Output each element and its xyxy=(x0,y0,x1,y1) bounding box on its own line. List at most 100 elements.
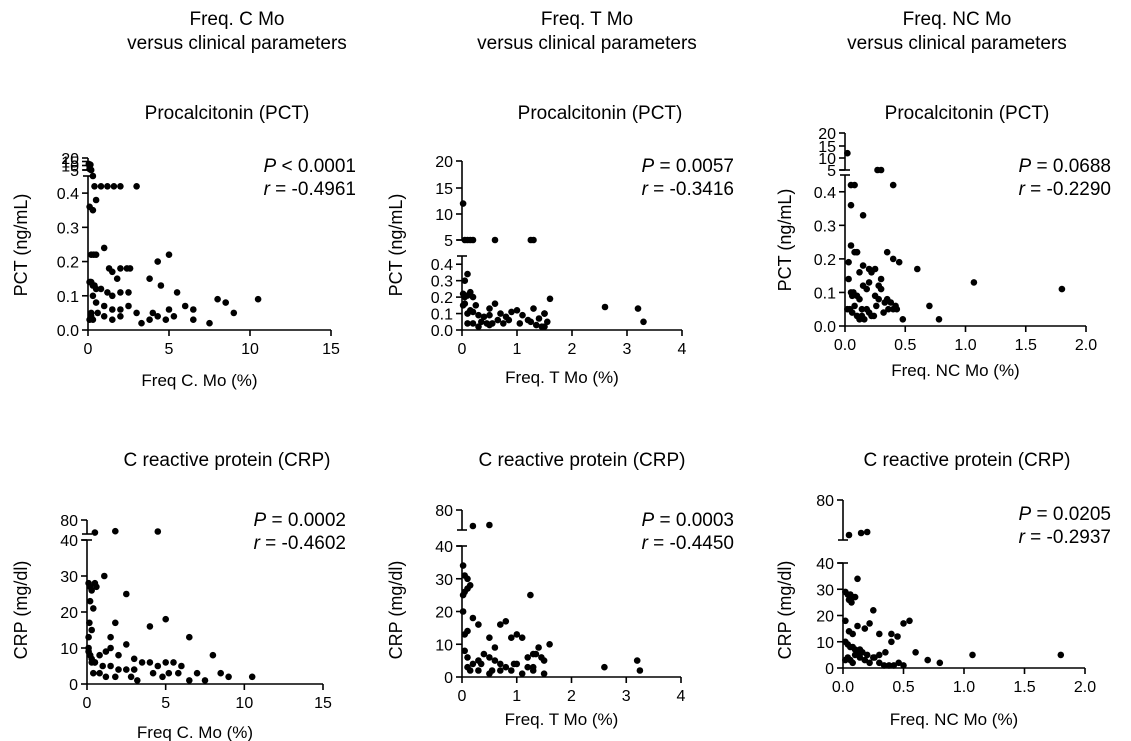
data-point xyxy=(868,269,875,276)
data-point xyxy=(529,667,537,674)
y-tick-label: 5 xyxy=(444,233,453,250)
data-point xyxy=(859,262,867,269)
data-point xyxy=(88,626,95,634)
data-point xyxy=(138,319,145,327)
data-point xyxy=(601,663,608,671)
data-point xyxy=(154,528,162,535)
data-point xyxy=(500,320,507,327)
data-point xyxy=(93,583,100,591)
data-point xyxy=(464,575,471,583)
data-point xyxy=(117,183,124,190)
x-tick-label: 1.5 xyxy=(1015,337,1037,354)
y-tick-label: 80 xyxy=(60,513,78,530)
data-point xyxy=(85,644,92,652)
data-point xyxy=(491,300,499,308)
data-point xyxy=(117,306,124,313)
data-point xyxy=(104,183,111,190)
stat-r-symbol: r xyxy=(642,533,649,554)
data-point xyxy=(861,656,869,664)
stat-p-value: P = 0.0205 xyxy=(1019,504,1111,525)
data-point xyxy=(96,669,103,677)
x-tick-label: 0.5 xyxy=(892,679,914,696)
y-tick-label: 20 xyxy=(60,605,78,622)
data-point xyxy=(880,662,888,669)
y-tick-label: 15 xyxy=(435,181,453,198)
data-point xyxy=(109,316,116,324)
data-point xyxy=(541,323,548,331)
data-point xyxy=(467,288,474,296)
data-point xyxy=(146,275,153,283)
panel-title: Procalcitonin (PCT) xyxy=(885,103,1050,124)
data-point xyxy=(230,309,238,317)
stat-r-value: r = -0.3416 xyxy=(642,179,734,200)
panel-title: Procalcitonin (PCT) xyxy=(518,103,683,124)
data-point xyxy=(634,305,642,312)
data-point xyxy=(888,638,895,646)
data-point xyxy=(186,633,193,641)
data-point xyxy=(924,656,931,664)
data-point xyxy=(889,255,897,263)
data-point xyxy=(469,308,477,316)
data-point xyxy=(532,650,540,658)
column-header-nc-mo: Freq. NC Mo versus clinical parameters xyxy=(797,8,1117,56)
x-tick-label: 5 xyxy=(165,341,174,358)
panel-title: C reactive protein (CRP) xyxy=(479,450,686,471)
y-tick-label: 10 xyxy=(61,159,79,176)
stat-r-symbol: r xyxy=(1019,179,1026,200)
data-point xyxy=(508,308,515,316)
y-tick-label: 30 xyxy=(60,569,78,586)
x-axis-label: Freq. NC Mo (%) xyxy=(891,361,1019,380)
stat-r-text: = -0.3416 xyxy=(648,179,734,200)
data-point xyxy=(854,622,861,630)
data-point xyxy=(486,305,493,312)
stat-p-text: = 0.0003 xyxy=(654,510,734,531)
data-point xyxy=(248,673,256,681)
stat-p-value: P < 0.0001 xyxy=(264,156,356,177)
data-point xyxy=(88,587,95,594)
data-point xyxy=(1057,651,1065,659)
x-tick-label: 1.0 xyxy=(953,679,975,696)
stat-p-text: = 0.0688 xyxy=(1031,156,1111,177)
y-tick-label: 10 xyxy=(818,151,836,168)
x-tick-label: 1 xyxy=(512,688,521,705)
data-point xyxy=(170,313,178,320)
data-point xyxy=(464,654,471,661)
data-point xyxy=(486,521,493,529)
data-point xyxy=(112,527,119,535)
data-point xyxy=(519,311,526,319)
data-point xyxy=(162,659,169,666)
data-point xyxy=(845,531,853,539)
y-tick-label: 0.3 xyxy=(814,218,836,235)
data-point xyxy=(130,666,138,673)
data-point xyxy=(524,663,531,671)
x-tick-label: 1.0 xyxy=(954,337,976,354)
data-point xyxy=(459,608,467,615)
data-point xyxy=(472,302,480,309)
column-header-subtitle: versus clinical parameters xyxy=(477,33,697,54)
stat-p-text: = 0.0205 xyxy=(1031,504,1111,525)
y-tick-label: 15 xyxy=(818,139,836,156)
data-point xyxy=(89,172,97,180)
data-point xyxy=(842,617,849,625)
data-point xyxy=(146,659,154,666)
data-point xyxy=(146,316,153,324)
y-tick-label: 0.4 xyxy=(431,257,453,274)
data-point xyxy=(541,310,548,317)
data-point xyxy=(912,649,919,656)
stat-p-symbol: P xyxy=(1019,156,1032,177)
y-tick-label: 0.0 xyxy=(57,323,79,340)
data-point xyxy=(100,302,108,310)
y-tick-label: 30 xyxy=(435,572,453,589)
data-point xyxy=(159,673,166,681)
data-point xyxy=(190,306,197,313)
panel-title: Procalcitonin (PCT) xyxy=(145,103,310,124)
data-point xyxy=(899,316,907,323)
stat-p-symbol: P xyxy=(264,156,277,177)
y-tick-label: 0 xyxy=(69,677,78,694)
data-point xyxy=(849,659,856,667)
data-point xyxy=(117,289,124,296)
y-tick-label: 20 xyxy=(61,151,79,168)
